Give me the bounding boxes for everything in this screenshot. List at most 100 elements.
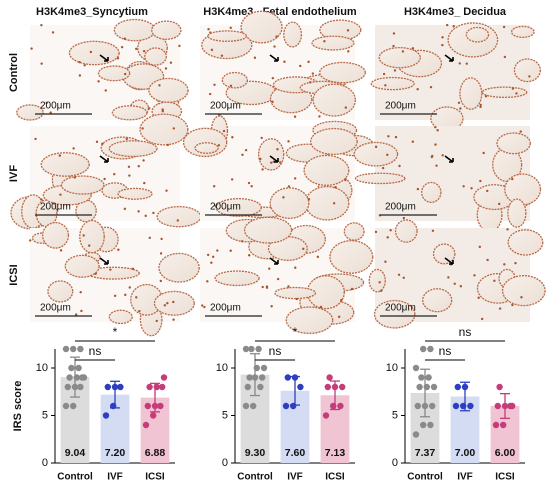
- nucleus: [429, 85, 433, 89]
- nucleus: [40, 62, 43, 65]
- tissue: [507, 198, 527, 228]
- nucleus: [319, 305, 323, 309]
- arrow: [99, 54, 109, 62]
- tissue: [394, 219, 418, 243]
- nucleus: [138, 309, 141, 313]
- nucleus: [117, 248, 120, 251]
- y-tick-label: 10: [36, 362, 48, 374]
- arrow: [99, 155, 109, 163]
- nucleus: [123, 72, 127, 76]
- x-tick-label: Control: [407, 472, 443, 483]
- nucleus: [207, 28, 210, 31]
- scale-label: 200μm: [40, 101, 71, 112]
- nucleus: [45, 101, 48, 105]
- nucleus: [166, 143, 169, 147]
- data-point: [68, 364, 75, 372]
- nucleus: [392, 44, 395, 48]
- nucleus: [452, 25, 455, 28]
- nucleus: [73, 176, 77, 179]
- nucleus: [441, 154, 444, 157]
- data-point: [75, 364, 82, 372]
- data-point: [77, 383, 84, 391]
- tissue: [481, 86, 528, 99]
- nucleus: [344, 106, 348, 109]
- nucleus: [498, 202, 501, 206]
- tissue: [151, 20, 182, 40]
- tissue: [47, 280, 74, 303]
- tissue: [243, 216, 293, 244]
- nucleus: [268, 267, 271, 270]
- data-point: [257, 383, 264, 391]
- nucleus: [101, 142, 104, 145]
- data-point: [146, 383, 153, 391]
- nucleus: [244, 148, 248, 152]
- y-tick-label: 0: [222, 457, 228, 469]
- data-point: [492, 421, 500, 429]
- nucleus: [143, 181, 146, 185]
- data-point: [412, 364, 420, 372]
- nucleus: [206, 280, 209, 283]
- nucleus: [51, 31, 55, 34]
- scale-label: 200μm: [210, 303, 241, 314]
- scale-label: 200μm: [385, 303, 416, 314]
- nucleus: [78, 60, 81, 64]
- nucleus: [378, 281, 381, 284]
- tissue: [214, 270, 260, 287]
- nucleus: [514, 261, 517, 265]
- data-point: [255, 345, 262, 353]
- nucleus: [435, 164, 438, 167]
- nucleus: [402, 276, 405, 280]
- nucleus: [213, 83, 216, 86]
- tissue: [207, 30, 248, 42]
- nucleus: [479, 105, 482, 109]
- scale-label: 200μm: [385, 202, 416, 213]
- nucleus: [470, 187, 473, 190]
- nucleus: [346, 29, 350, 32]
- arrow: [269, 54, 279, 62]
- nucleus: [478, 245, 482, 249]
- x-tick-label: IVF: [457, 472, 473, 483]
- nucleus: [380, 289, 383, 292]
- data-point: [322, 412, 330, 419]
- nucleus: [104, 89, 107, 92]
- nucleus: [28, 239, 32, 242]
- arrow: [99, 257, 109, 265]
- nucleus: [431, 229, 435, 232]
- nucleus: [253, 56, 257, 59]
- tissue: [108, 140, 158, 158]
- data-point: [244, 383, 251, 391]
- tissue: [240, 10, 283, 44]
- nucleus: [247, 254, 251, 257]
- nucleus: [498, 307, 502, 310]
- nucleus: [282, 196, 285, 199]
- x-tick-label: ICSI: [325, 472, 345, 483]
- nucleus: [212, 185, 216, 188]
- arrow: [269, 155, 279, 163]
- nucleus: [210, 48, 214, 52]
- nucleus: [434, 125, 437, 129]
- value-label: 6.88: [145, 447, 166, 459]
- data-point: [160, 374, 168, 381]
- nucleus: [287, 185, 291, 188]
- nucleus: [459, 285, 463, 288]
- nucleus: [220, 54, 224, 57]
- nucleus: [214, 204, 217, 208]
- data-point: [242, 345, 250, 353]
- data-point: [297, 383, 304, 391]
- tissue: [194, 142, 219, 154]
- nucleus: [155, 319, 158, 323]
- tissue: [496, 132, 531, 155]
- nucleus: [123, 37, 127, 40]
- data-point: [260, 364, 268, 372]
- nucleus: [58, 154, 61, 157]
- nucleus: [393, 69, 397, 72]
- nucleus: [206, 253, 210, 257]
- y-tick-label: 5: [392, 409, 398, 421]
- micrograph: 200μm: [368, 219, 546, 329]
- nucleus: [430, 155, 434, 159]
- nucleus: [462, 185, 465, 188]
- nucleus: [402, 216, 406, 220]
- data-point: [259, 374, 266, 381]
- nucleus: [79, 290, 82, 294]
- nucleus: [482, 151, 485, 155]
